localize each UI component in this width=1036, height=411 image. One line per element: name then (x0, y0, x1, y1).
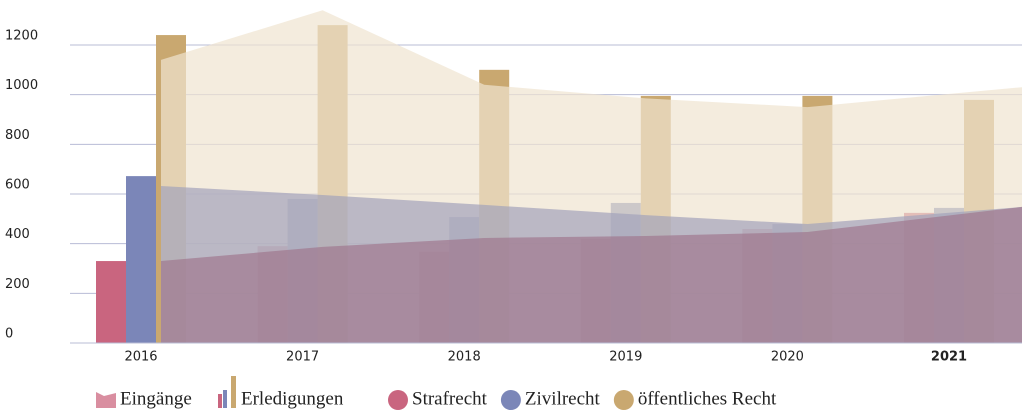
bar (96, 261, 126, 343)
y-tick-label: 800 (5, 128, 30, 143)
x-tick-label: 2020 (771, 350, 804, 365)
legend-label: öffentliches Recht (638, 388, 777, 409)
y-tick-label: 0 (5, 327, 13, 342)
y-tick-label: 200 (5, 277, 30, 292)
legend-swatch (613, 390, 634, 410)
legend-bar-icon (231, 376, 236, 408)
y-tick-label: 400 (5, 227, 30, 242)
legend-bar-icon (223, 390, 227, 408)
legend-area-icon (96, 392, 116, 408)
bar (126, 176, 156, 343)
legend-swatch (388, 390, 408, 410)
y-tick-label: 600 (5, 178, 30, 193)
legend-label: Erledigungen (241, 388, 344, 409)
legend-label: Zivilrecht (525, 388, 601, 409)
legend-label: Eingänge (120, 388, 192, 409)
area (161, 206, 1022, 343)
legend-bar-icon (218, 394, 222, 408)
x-tick-label: 2021 (931, 350, 967, 365)
x-tick-label: 2018 (448, 350, 481, 365)
x-tick-label: 2019 (609, 350, 642, 365)
legend-swatch (500, 390, 521, 410)
x-tick-label: 2016 (124, 350, 157, 365)
y-tick-label: 1200 (5, 29, 38, 44)
legend-label: Strafrecht (412, 388, 488, 409)
x-tick-label: 2017 (286, 350, 319, 365)
y-tick-label: 1000 (5, 78, 38, 93)
